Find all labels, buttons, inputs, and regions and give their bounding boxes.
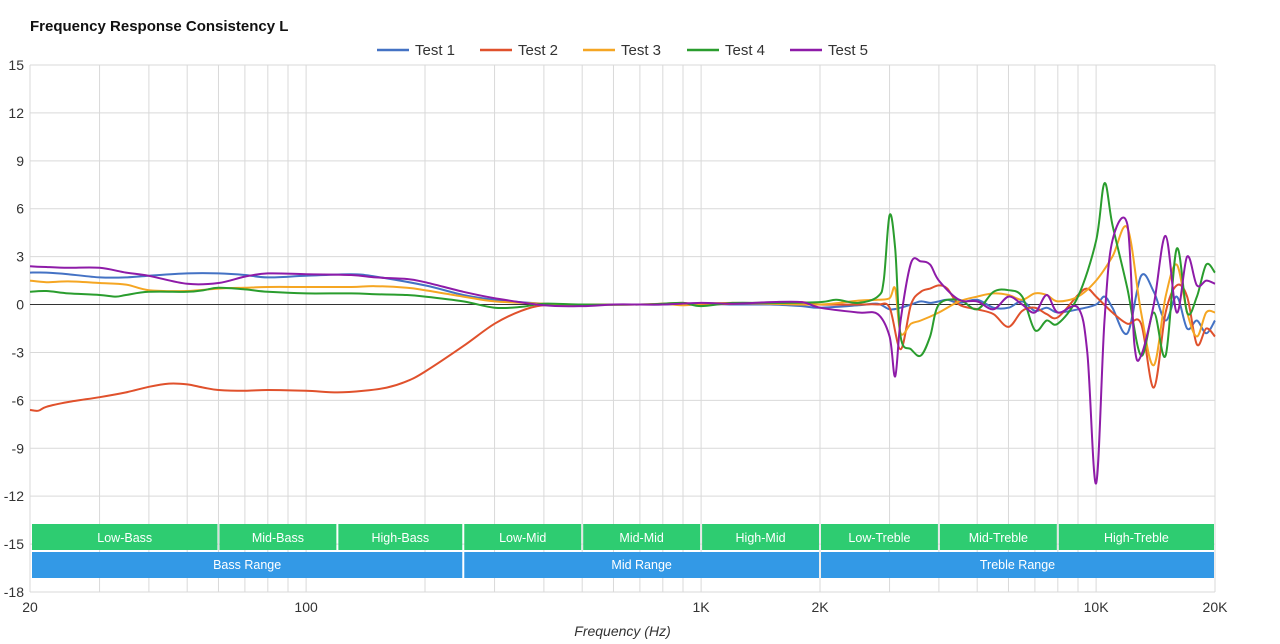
- band-high-treble: [1058, 524, 1214, 550]
- band-high-bass: [338, 524, 463, 550]
- y-tick-label: -18: [4, 584, 24, 600]
- y-tick-label: 15: [8, 57, 24, 73]
- band-label: High-Bass: [371, 531, 429, 545]
- series-line-test-5: [29, 216, 1216, 485]
- band-mid-bass: [219, 524, 337, 550]
- y-tick-label: 3: [16, 249, 24, 265]
- band-row: Low-Bass Mid-Bass High-Bass Low-Mid Mid-Mid H…: [32, 524, 1214, 550]
- y-tick-label: 6: [16, 201, 24, 217]
- range-label: Treble Range: [980, 558, 1055, 572]
- x-axis-label: Frequency (Hz): [574, 623, 670, 639]
- range-label: Bass Range: [213, 558, 281, 572]
- y-tick-label: 12: [8, 105, 24, 121]
- band-low-treble: [821, 524, 938, 550]
- series-line-test-4: [29, 182, 1216, 358]
- band-mid-treble: [939, 524, 1057, 550]
- y-tick-label: -15: [4, 536, 24, 552]
- legend-label: Test 2: [518, 42, 558, 59]
- legend: Test 1 Test 2 Test 3 Test 4 Test 5: [377, 42, 868, 59]
- band-label: Mid-Treble: [969, 531, 1028, 545]
- band-label: High-Treble: [1104, 531, 1169, 545]
- y-tick-label: 9: [16, 153, 24, 169]
- x-tick-label: 100: [294, 599, 318, 615]
- range-treble-range: [821, 552, 1214, 578]
- range-label: Mid Range: [611, 558, 671, 572]
- band-label: High-Mid: [736, 531, 786, 545]
- x-tick-label: 1K: [693, 599, 711, 615]
- y-tick-label: -6: [12, 392, 25, 408]
- band-low-mid: [464, 524, 582, 550]
- band-mid-mid: [583, 524, 701, 550]
- band-label: Low-Mid: [499, 531, 546, 545]
- band-label: Low-Bass: [97, 531, 152, 545]
- x-tick-label: 2K: [811, 599, 829, 615]
- series-line-test-1: [29, 271, 1216, 335]
- x-tick-label: 20K: [1203, 599, 1229, 615]
- x-tick-label: 20: [22, 599, 38, 615]
- band-label: Mid-Bass: [252, 531, 304, 545]
- series-lines: [29, 182, 1216, 485]
- legend-label: Test 5: [828, 42, 868, 59]
- band-label: Mid-Mid: [619, 531, 663, 545]
- y-tick-label: 0: [16, 297, 24, 313]
- range-mid-range: [464, 552, 819, 578]
- band-low-bass: [32, 524, 218, 550]
- legend-label: Test 3: [621, 42, 661, 59]
- y-tick-label: -12: [4, 488, 24, 504]
- legend-label: Test 4: [725, 42, 765, 59]
- x-tick-label: 10K: [1084, 599, 1110, 615]
- band-label: Low-Treble: [848, 531, 910, 545]
- chart-title: Frequency Response Consistency L: [30, 18, 289, 35]
- range-bass-range: [32, 552, 463, 578]
- y-tick-label: -3: [12, 344, 25, 360]
- y-tick-label: -9: [12, 440, 25, 456]
- grid: [29, 64, 1216, 593]
- legend-label: Test 1: [415, 42, 455, 59]
- band-high-mid: [702, 524, 819, 550]
- series-line-test-3: [29, 225, 1216, 367]
- range-row: Bass Range Mid Range Treble Range: [32, 552, 1214, 578]
